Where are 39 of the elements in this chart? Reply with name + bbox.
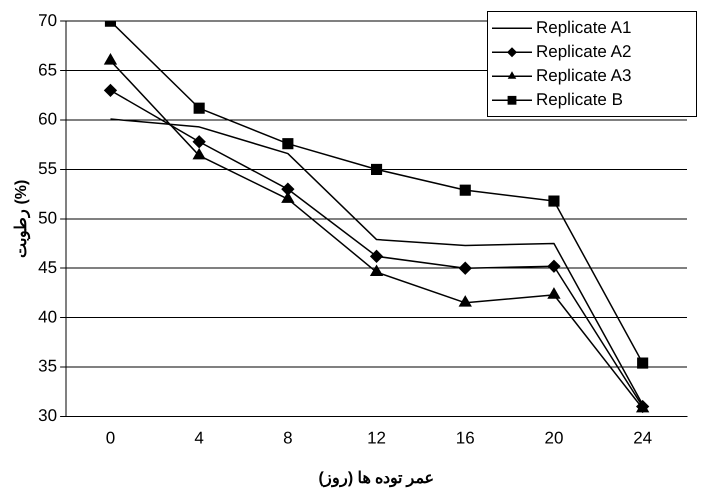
y-tick-label: 50 bbox=[38, 208, 58, 228]
y-tick-label: 55 bbox=[38, 159, 58, 178]
x-tick-label: 16 bbox=[456, 428, 475, 448]
point bbox=[548, 195, 560, 207]
y-tick-label: 60 bbox=[38, 110, 58, 129]
y-tick-label: 70 bbox=[38, 10, 58, 30]
x-tick-label: 0 bbox=[106, 428, 116, 448]
legend-label: Replicate A3 bbox=[536, 66, 632, 86]
x-axis-title: عمر توده ها (روز) bbox=[318, 470, 435, 488]
point bbox=[104, 54, 117, 65]
point bbox=[282, 138, 294, 150]
x-tick-label: 8 bbox=[283, 428, 293, 448]
point bbox=[370, 250, 383, 263]
y-tick-label: 40 bbox=[38, 307, 58, 326]
point bbox=[193, 148, 206, 160]
point bbox=[370, 265, 383, 276]
point bbox=[459, 296, 472, 307]
point bbox=[282, 182, 294, 196]
y-tick-label: 30 bbox=[38, 406, 58, 426]
point bbox=[637, 357, 648, 369]
point bbox=[548, 260, 560, 273]
y-axis-title: رطوبت (%) bbox=[13, 180, 32, 258]
point bbox=[460, 184, 471, 196]
point bbox=[548, 288, 560, 299]
x-tick-label: 20 bbox=[544, 428, 564, 448]
legend-label: Replicate B bbox=[536, 90, 623, 110]
legend-label: Replicate A1 bbox=[536, 18, 632, 38]
x-tick-label: 24 bbox=[633, 428, 652, 448]
point bbox=[370, 164, 382, 175]
point bbox=[104, 84, 117, 97]
point bbox=[192, 135, 206, 148]
legend-label: Replicate A2 bbox=[536, 42, 632, 62]
y-tick-label: 45 bbox=[38, 258, 58, 277]
x-tick-label: 12 bbox=[367, 428, 386, 448]
y-tick-label: 35 bbox=[38, 356, 58, 376]
point bbox=[458, 262, 472, 275]
y-tick-label: 65 bbox=[38, 60, 58, 80]
x-tick-label: 4 bbox=[194, 428, 204, 448]
point bbox=[194, 102, 205, 114]
